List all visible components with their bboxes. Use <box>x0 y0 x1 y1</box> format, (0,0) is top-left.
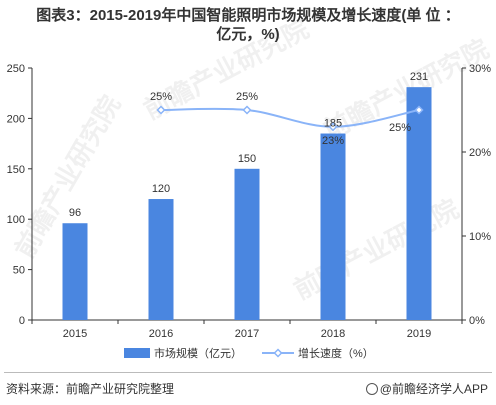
legend-bar-swatch <box>124 348 150 358</box>
watermark-text-1: 前瞻产业研究院 <box>289 193 464 305</box>
brand-mark: @前瞻经济学人APP <box>365 380 488 397</box>
growth-marker <box>156 105 166 115</box>
source-note: 资料来源：前瞻产业研究院整理 <box>6 382 175 396</box>
bar <box>406 87 432 320</box>
x-tick-label: 2017 <box>235 328 259 340</box>
bar <box>320 133 346 320</box>
x-tick-label: 2018 <box>321 328 345 340</box>
growth-value-label: 25% <box>150 91 172 103</box>
y-tick-label-right: 10% <box>469 231 491 243</box>
bar <box>234 168 260 320</box>
y-tick-label-right: 20% <box>469 147 491 159</box>
axes: 0 50 100 150 200 250 0% 10% 20% 30% 2015 2016 2017 20… <box>7 63 492 340</box>
y-tick-label-right: 0% <box>469 315 485 327</box>
bar-value-label: 120 <box>152 183 170 195</box>
y-tick-label-left: 100 <box>7 214 25 226</box>
y-tick-label-left: 150 <box>7 164 25 176</box>
growth-value-label: 25% <box>389 122 411 134</box>
growth-marker <box>242 105 252 115</box>
footer-divider <box>4 372 492 373</box>
growth-marker <box>414 105 424 115</box>
growth-value-label: 23% <box>322 135 344 147</box>
x-tick-label: 2016 <box>149 328 173 340</box>
y-tick-label-left: 0 <box>19 315 25 327</box>
bar <box>62 223 88 320</box>
bar <box>148 199 174 320</box>
x-tick-label: 2019 <box>407 328 431 340</box>
chart-title-line-2: 亿元，%) <box>216 26 280 43</box>
chart-title-line-1: 图表3：2015-2019年中国智能照明市场规模及增长速度(单 位 ： <box>36 7 460 24</box>
legend: 市场规模（亿元） 增长速度（%） <box>124 346 374 360</box>
y-tick-label-left: 250 <box>7 63 25 75</box>
brand-logo-icon <box>365 383 378 395</box>
bar-value-label: 96 <box>69 207 81 219</box>
brand-text: @前瞻经济学人APP <box>379 382 488 396</box>
legend-line-label: 增长速度（%） <box>298 346 374 360</box>
y-tick-label-right: 30% <box>469 63 491 75</box>
legend-line-marker <box>273 348 283 358</box>
line-series <box>156 105 424 132</box>
y-tick-label-left: 50 <box>13 265 25 277</box>
y-tick-label-left: 200 <box>7 113 25 125</box>
chart-title: 图表3：2015-2019年中国智能照明市场规模及增长速度(单 位 ： 亿元，%… <box>0 6 496 44</box>
bar-value-label: 231 <box>410 71 428 83</box>
footer: 资料来源：前瞻产业研究院整理 @前瞻经济学人APP <box>0 372 496 405</box>
growth-value-label: 25% <box>236 91 258 103</box>
legend-bar-label: 市场规模（亿元） <box>154 346 242 360</box>
bar-value-label: 185 <box>324 118 342 130</box>
growth-line <box>160 107 420 128</box>
bar-series <box>62 87 432 320</box>
bar-value-label: 150 <box>238 153 256 165</box>
data-labels: 96 120 150 185 231 25% 25% 23% 25% <box>69 71 428 219</box>
growth-marker <box>328 122 338 132</box>
x-tick-label: 2015 <box>63 328 87 340</box>
